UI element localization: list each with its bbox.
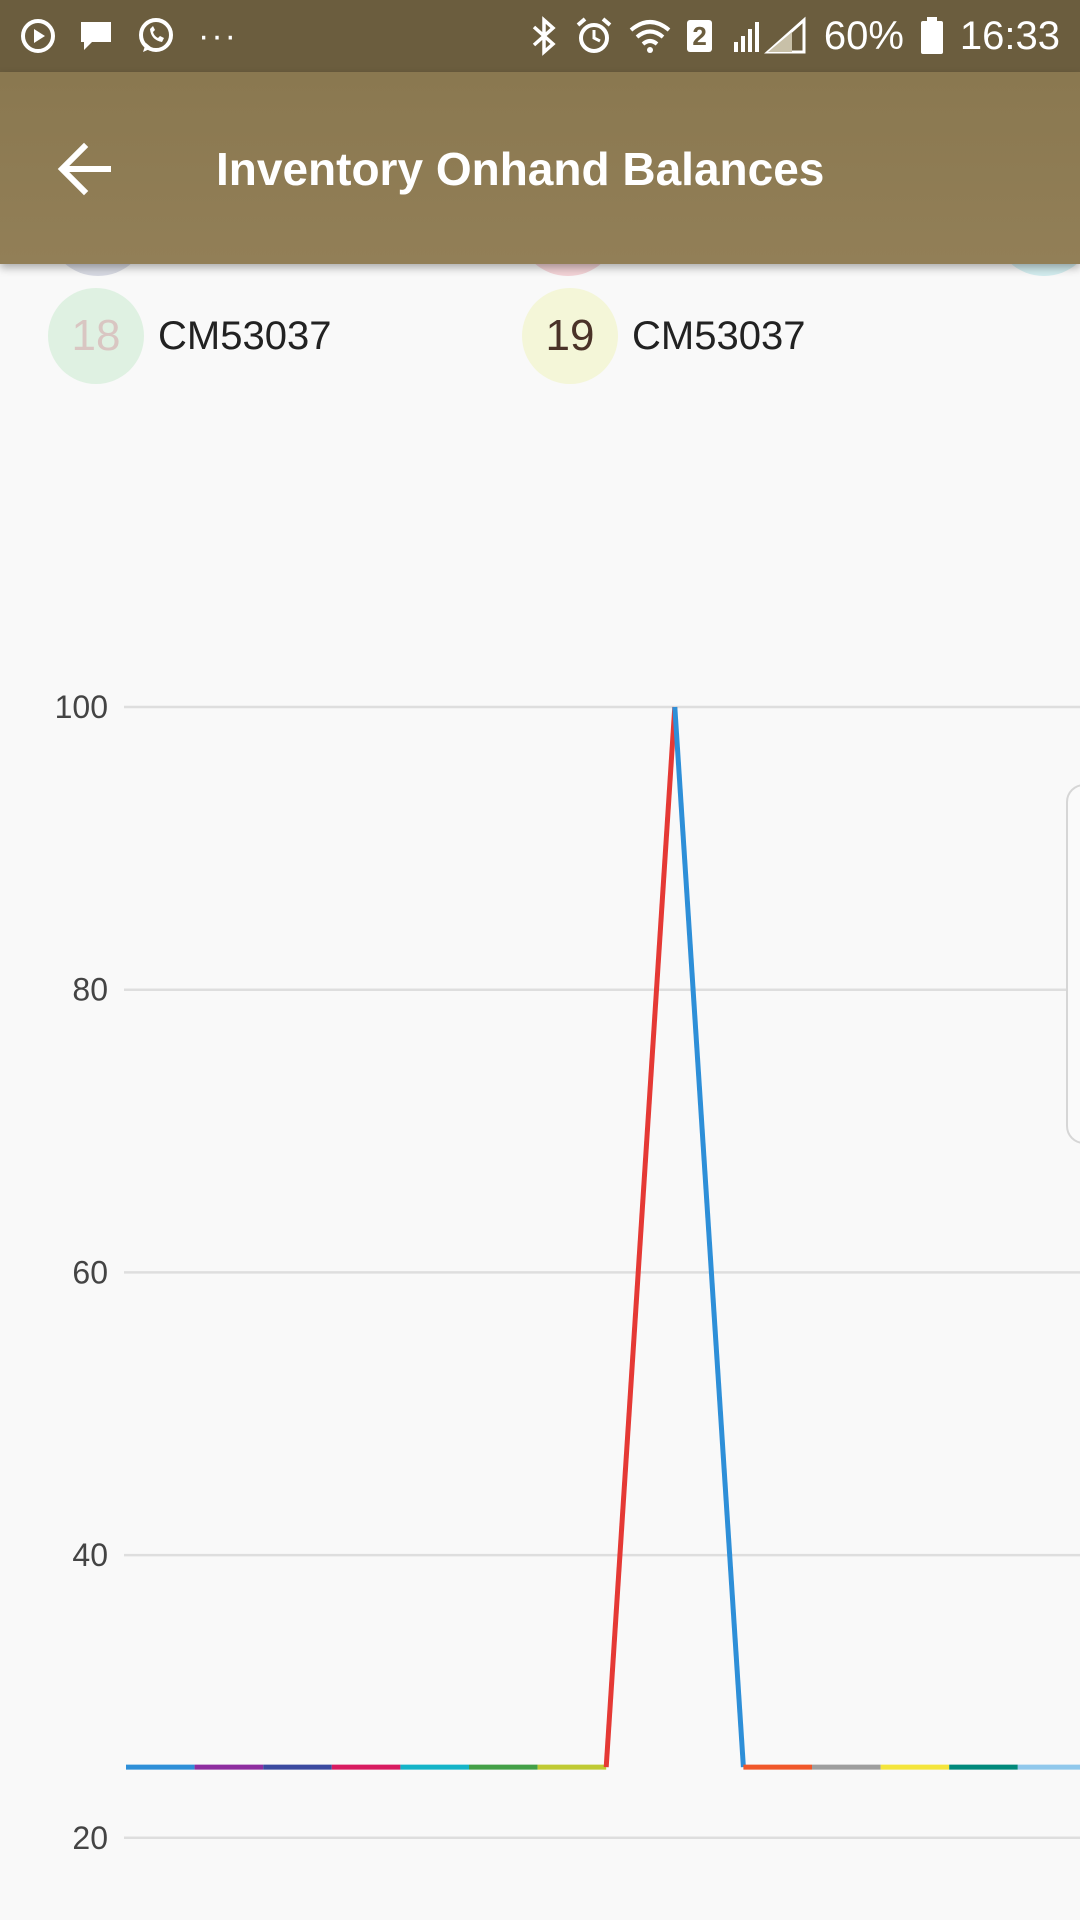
side-drawer-handle[interactable] <box>1066 784 1080 1144</box>
clock: 16:33 <box>959 13 1060 58</box>
whatsapp-icon <box>136 16 176 56</box>
app-bar: Inventory Onhand Balances <box>0 72 1080 264</box>
series-line-8 <box>672 706 746 1768</box>
legend-item-18[interactable]: 18 CM53037 <box>48 288 331 384</box>
back-button[interactable] <box>50 134 120 204</box>
alarm-icon <box>575 17 613 55</box>
sim-badge: 2 <box>687 20 712 52</box>
y-tick-label: 20 <box>72 1820 108 1856</box>
y-tick-label: 60 <box>72 1254 108 1290</box>
y-tick-label: 80 <box>72 972 108 1008</box>
legend-number-badge: 18 <box>48 288 144 384</box>
message-icon <box>78 18 114 54</box>
signal-icon <box>728 16 808 56</box>
legend-label: CM53037 <box>632 313 806 358</box>
arrow-left-icon <box>50 142 120 208</box>
series-line-7 <box>603 706 678 1768</box>
y-tick-label: 40 <box>72 1537 108 1573</box>
more-notifications: ··· <box>198 16 238 55</box>
play-icon <box>20 18 56 54</box>
bluetooth-icon <box>529 16 559 56</box>
legend-label: CM53037 <box>158 313 332 358</box>
battery-percent: 60% <box>823 13 904 58</box>
status-bar: ··· 2 60% 16:33 <box>0 0 1080 72</box>
battery-icon <box>920 17 944 55</box>
legend-item-19[interactable]: 19 CM53037 <box>522 288 805 384</box>
legend-number-badge: 19 <box>522 288 618 384</box>
wifi-icon <box>629 18 671 54</box>
y-tick-label: 100 <box>55 689 108 725</box>
page-title: Inventory Onhand Balances <box>216 143 825 195</box>
